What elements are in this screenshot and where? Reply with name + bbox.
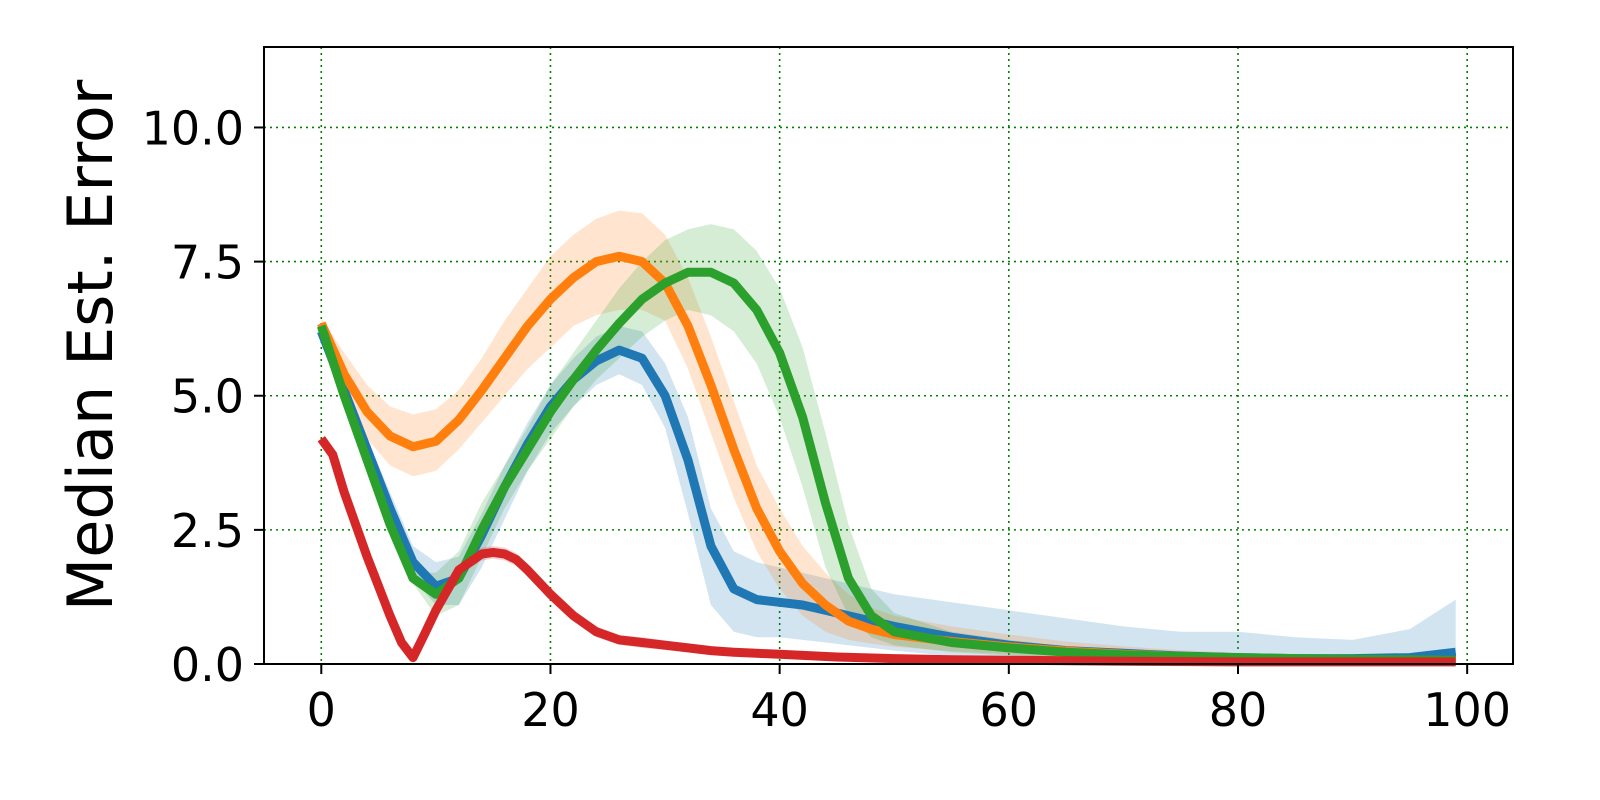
plot-area-frame: [263, 46, 1514, 665]
series-lines: [317, 251, 1457, 667]
series-0-band: [321, 326, 1456, 663]
x-tick-label-1: 20: [521, 683, 580, 737]
x-tick-label-3: 60: [980, 683, 1039, 737]
x-tick-label-2: 40: [750, 683, 809, 737]
confidence-bands: [321, 210, 1456, 663]
x-tick-label-4: 80: [1209, 683, 1268, 737]
axis-ticks: 0 20 40 60 80 100 0.0 2.5 5.0 7.5 10.0: [142, 101, 1511, 737]
y-tick-label-3: 7.5: [171, 236, 244, 290]
x-tick-label-0: 0: [307, 683, 336, 737]
y-axis-label: Median Est. Error: [54, 79, 127, 611]
y-tick-label-0: 0.0: [171, 638, 244, 692]
y-tick-label-1: 2.5: [171, 504, 244, 558]
x-tick-label-5: 100: [1423, 683, 1511, 737]
y-tick-label-4: 10.0: [142, 101, 244, 155]
y-tick-label-2: 5.0: [171, 370, 244, 424]
series-3-line: [317, 436, 1456, 667]
